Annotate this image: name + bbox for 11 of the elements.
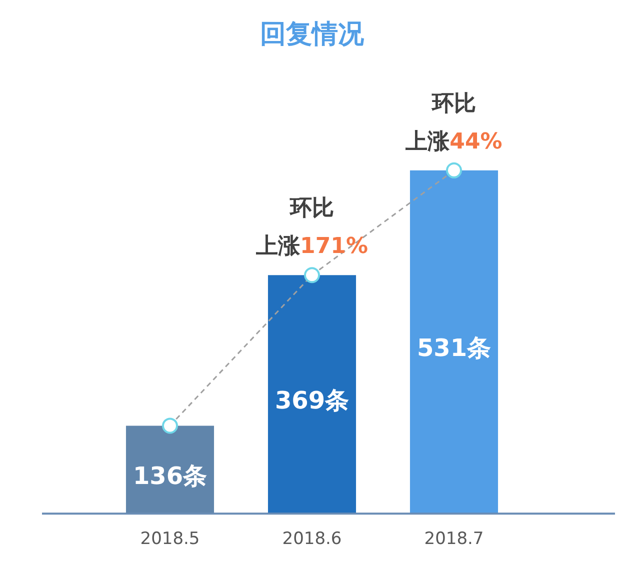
annotation: 上涨44% [404, 129, 502, 154]
annotation: 上涨171% [255, 234, 368, 260]
x-tick-label: 2018.5 [140, 529, 200, 550]
annotation: 环比 [431, 91, 476, 116]
data-label: 369条 [274, 386, 350, 415]
chart-title: 回复情况 [260, 19, 365, 50]
x-tick-label: 2018.7 [424, 529, 484, 550]
x-tick-label: 2018.6 [282, 529, 342, 550]
annotation: 环比 [289, 196, 334, 222]
data-label: 531条 [416, 334, 492, 362]
data-label: 136条 [132, 462, 208, 490]
